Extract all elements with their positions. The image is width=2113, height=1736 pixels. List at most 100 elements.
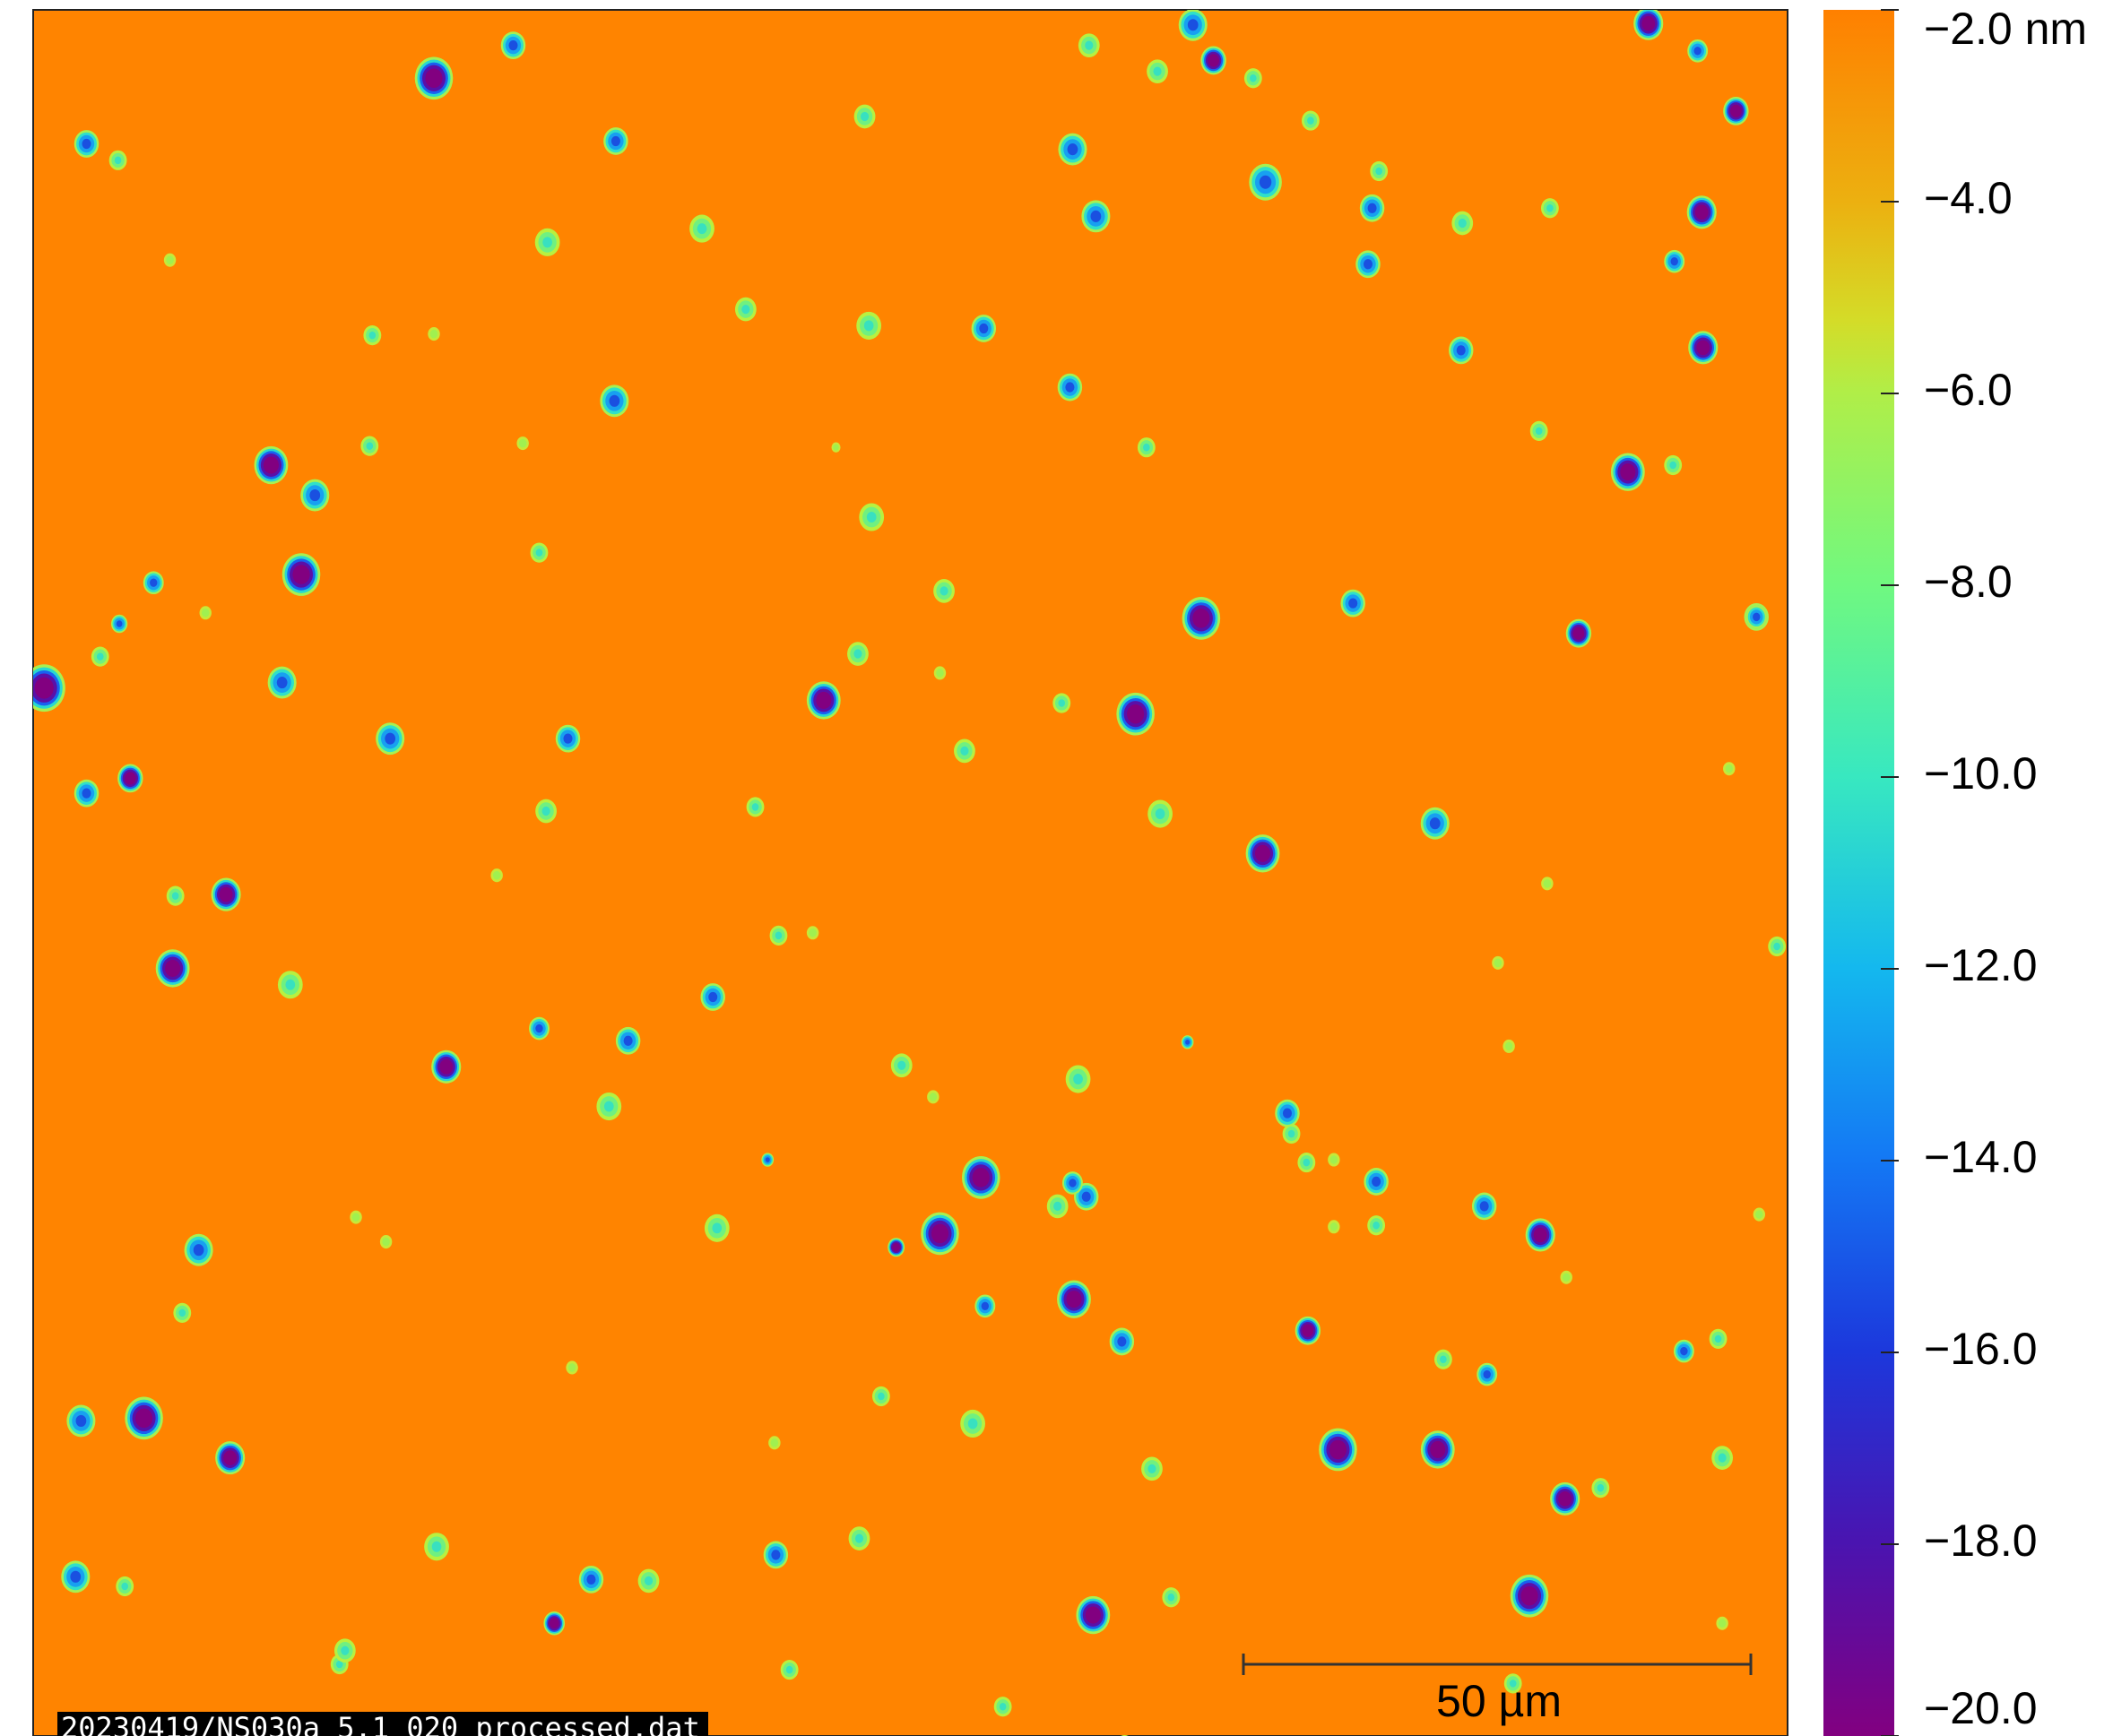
file-label: 20230419/NS030a_5.1_020_processed.dat <box>61 1711 700 1736</box>
spot <box>1641 16 1655 31</box>
spot <box>1440 1355 1447 1363</box>
spot <box>1065 382 1074 392</box>
colorbar-ticks: −2.0 nm−4.0−6.0−8.0−10.0−12.0−14.0−16.0−… <box>1881 4 2087 1736</box>
spot <box>1563 1273 1571 1282</box>
spot <box>97 652 104 661</box>
spot <box>1073 1074 1083 1084</box>
spot <box>861 112 869 121</box>
spot <box>771 1438 779 1447</box>
spot <box>1153 67 1161 76</box>
spot <box>853 649 862 658</box>
spot <box>1156 808 1165 819</box>
spot <box>1680 1347 1687 1355</box>
spot <box>624 1036 633 1046</box>
spot <box>867 512 877 523</box>
spot <box>1348 598 1357 608</box>
spot <box>973 1168 990 1188</box>
spot <box>563 734 572 744</box>
spot <box>1695 204 1709 220</box>
colorbar-tick-label: −4.0 <box>1924 173 2013 223</box>
spot <box>712 1222 722 1233</box>
spot <box>1085 41 1093 50</box>
spot <box>165 960 180 977</box>
spot <box>292 565 309 584</box>
spot <box>1302 1325 1313 1337</box>
spot <box>82 789 91 799</box>
spot <box>1260 176 1271 189</box>
spot <box>1573 626 1585 639</box>
spot <box>76 1415 87 1427</box>
spot <box>897 1061 905 1070</box>
spot <box>1208 54 1219 66</box>
spot <box>752 803 759 811</box>
spot <box>960 747 968 756</box>
spot <box>1715 1335 1722 1343</box>
spot <box>1167 1593 1174 1602</box>
spot <box>1329 1440 1347 1460</box>
height-map <box>33 10 1788 1736</box>
spot <box>1303 1159 1311 1167</box>
spot <box>385 733 395 745</box>
spot <box>645 1576 653 1585</box>
spot <box>1082 1192 1091 1202</box>
spot <box>1430 1441 1445 1458</box>
spot <box>766 1157 770 1162</box>
spot <box>425 69 442 89</box>
spot <box>1307 117 1314 125</box>
spot <box>864 320 874 331</box>
spot <box>1669 462 1676 470</box>
colorbar-tick-label: −12.0 <box>1924 940 2038 990</box>
colorbar-tick-label: −8.0 <box>1924 557 2013 607</box>
spot <box>611 136 620 146</box>
colorbar-tick-label: −10.0 <box>1924 748 2038 799</box>
spot <box>568 1363 576 1372</box>
spot <box>70 1571 81 1583</box>
spot <box>1671 257 1678 265</box>
spot <box>1330 1155 1338 1164</box>
spot <box>35 678 54 699</box>
spot <box>878 1393 885 1401</box>
spot <box>1696 340 1710 355</box>
spot <box>892 1243 900 1252</box>
spot <box>352 1213 360 1222</box>
spot <box>150 579 157 587</box>
spot <box>1730 105 1742 117</box>
spot <box>1505 1042 1513 1051</box>
spot <box>178 1309 186 1317</box>
spot <box>82 139 91 149</box>
spot <box>1068 143 1078 155</box>
page: 50 µm 20230419/NS030a_5.1_020_processed.… <box>0 0 2113 1736</box>
spot <box>1368 203 1377 213</box>
spot <box>708 992 717 1002</box>
spot <box>936 669 944 678</box>
spot <box>1147 1464 1156 1473</box>
afm-view: 50 µm 20230419/NS030a_5.1_020_processed.… <box>0 0 2113 1736</box>
spot <box>1192 609 1209 628</box>
spot <box>1127 704 1144 724</box>
colorbar-tick-label: −14.0 <box>1924 1132 2038 1182</box>
spot <box>382 1238 390 1247</box>
spot <box>1143 444 1150 452</box>
spot <box>1373 1222 1380 1230</box>
spot <box>786 1666 793 1674</box>
spot <box>264 456 279 473</box>
spot <box>432 1542 442 1552</box>
spot <box>194 1244 204 1256</box>
spot <box>536 548 543 557</box>
spot <box>285 980 295 990</box>
spot <box>1755 1210 1763 1219</box>
spot <box>1066 1291 1081 1308</box>
spot <box>277 677 288 688</box>
spot <box>1330 1222 1338 1231</box>
spot <box>125 772 136 784</box>
spot <box>542 237 552 247</box>
spot <box>430 330 438 339</box>
spot <box>741 305 749 314</box>
spot <box>1457 345 1466 355</box>
spot <box>341 1646 349 1655</box>
spot <box>1053 1202 1061 1211</box>
spot <box>1620 463 1635 480</box>
spot <box>1430 817 1441 829</box>
spot <box>1480 1201 1489 1211</box>
spot <box>542 807 550 816</box>
